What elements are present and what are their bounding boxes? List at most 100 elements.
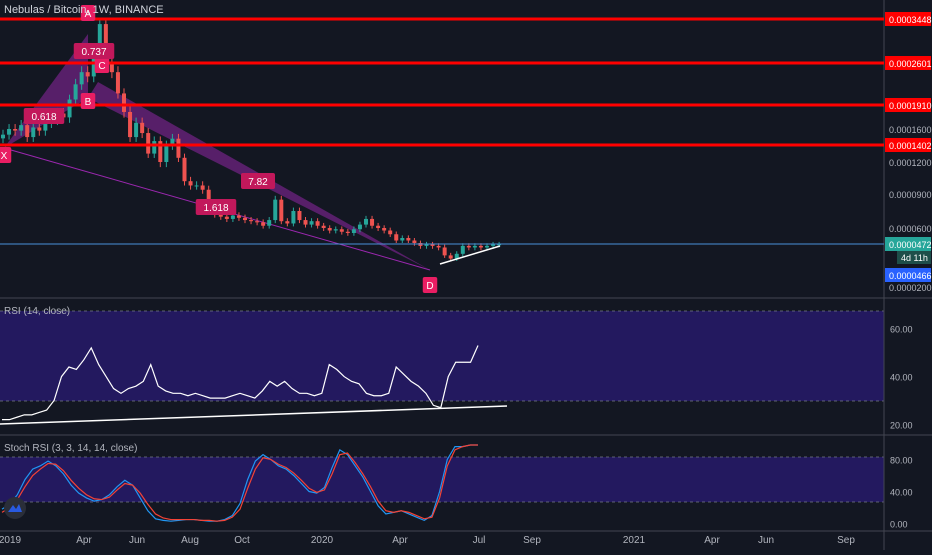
candle-body (115, 72, 120, 94)
last-price-box (885, 237, 931, 251)
price-tick-label: 0.0000900 (889, 190, 932, 200)
candle-body (388, 230, 393, 235)
x-tick-label: Apr (76, 535, 92, 546)
x-tick-label: Aug (181, 535, 199, 546)
candle-body (224, 216, 229, 219)
rsi-band (0, 311, 884, 401)
rsi-tick-label: 20.00 (890, 420, 913, 430)
candle-body (273, 199, 278, 221)
candle-body (188, 181, 193, 186)
candle-body (164, 145, 169, 162)
secondary-price-label: 0.0000466 (889, 271, 932, 281)
level-price-box (885, 98, 931, 112)
x-tick-label: 2019 (0, 535, 22, 546)
pattern-point-label: 1.618 (203, 203, 228, 214)
candle-body (364, 218, 368, 225)
candle-body (43, 122, 48, 131)
candle-body (37, 127, 42, 131)
candle-body (285, 221, 290, 224)
candle-body (67, 99, 72, 118)
pattern-point-label: C (98, 61, 105, 72)
pattern-point-box (80, 5, 96, 21)
candle-body (19, 125, 24, 131)
price-tick-label: 0.0000600 (889, 224, 932, 234)
x-tick-label: Jun (129, 535, 145, 546)
x-tick-label: Apr (392, 535, 408, 546)
candle-body (31, 127, 36, 138)
candle-body (333, 229, 338, 231)
candle-body (448, 255, 453, 259)
level-price-label: 0.0001910 (889, 101, 932, 111)
candle-body (394, 234, 399, 241)
candle-body (491, 244, 496, 246)
level-price-label: 0.0002601 (889, 59, 932, 69)
candle-body (134, 122, 139, 138)
candle-body (321, 225, 326, 228)
stoch-tick-label: 40.00 (890, 488, 913, 498)
candle-body (158, 141, 163, 162)
candle-body (309, 221, 314, 225)
candle-body (436, 245, 441, 248)
candle-body (194, 185, 199, 187)
pattern-point-label: A (85, 9, 92, 20)
price-tick-label: 0.0001600 (889, 125, 932, 135)
secondary-price-box (885, 268, 931, 282)
tradingview-logo-icon[interactable] (4, 497, 26, 519)
level-price-label: 0.0001402 (889, 141, 932, 151)
candle-body (370, 218, 375, 226)
x-tick-label: Sep (523, 535, 541, 546)
candle-body (218, 214, 223, 217)
candle-body (315, 221, 320, 226)
candle-body (376, 225, 381, 228)
candle-body (128, 111, 133, 138)
x-tick-label: Oct (234, 535, 250, 546)
pattern-point-box (94, 57, 110, 73)
stoch-tick-label: 80.00 (890, 455, 913, 465)
candle-body (466, 245, 471, 248)
pattern-point-label: 0.618 (31, 112, 56, 123)
candle-body (79, 72, 84, 85)
x-tick-label: 2021 (623, 535, 646, 546)
level-price-box (885, 12, 931, 26)
pattern-point-box (195, 199, 237, 215)
candle-body (351, 229, 356, 233)
level-price-label: 0.0003448 (889, 15, 932, 25)
rsi-legend[interactable]: RSI (14, close) (4, 306, 71, 317)
stoch-rsi-legend[interactable]: Stoch RSI (3, 3, 14, 14, close) (4, 443, 138, 454)
rsi-trendline (0, 405, 508, 425)
candle-body (255, 221, 260, 223)
level-price-box (885, 56, 931, 70)
candle-body (261, 222, 266, 226)
exchange-name: BINANCE (114, 4, 164, 16)
candle-body (267, 220, 272, 226)
rsi-line (2, 345, 479, 421)
candle-body (25, 125, 30, 138)
pattern-point-label: X (1, 151, 8, 162)
candle-body (279, 199, 284, 222)
candle-body (236, 215, 241, 218)
candle-body (472, 245, 477, 248)
candle-body (406, 238, 411, 241)
candle-body (303, 220, 308, 225)
candle-body (146, 133, 151, 154)
candle-body (345, 231, 350, 233)
candle-body (152, 141, 157, 154)
candle-body (91, 57, 96, 77)
candle-body (478, 245, 483, 248)
candle-body (339, 229, 344, 232)
symbol-header[interactable]: Nebulas / Bitcoin, 1W, BINANCE (4, 4, 164, 16)
candle-body (249, 220, 254, 222)
candle-body (230, 215, 235, 219)
candle-body (430, 244, 435, 246)
level-price-box (885, 138, 931, 152)
candle-body (412, 240, 417, 243)
pattern-point-label: 7.82 (248, 177, 268, 188)
stoch-d-line (1, 444, 478, 522)
candle-body (485, 245, 489, 248)
price-tick-label: 0.0001200 (889, 158, 932, 168)
rsi-tick-label: 40.00 (890, 373, 913, 383)
interval-badge[interactable]: 1W (92, 4, 109, 16)
candle-body (497, 244, 502, 246)
